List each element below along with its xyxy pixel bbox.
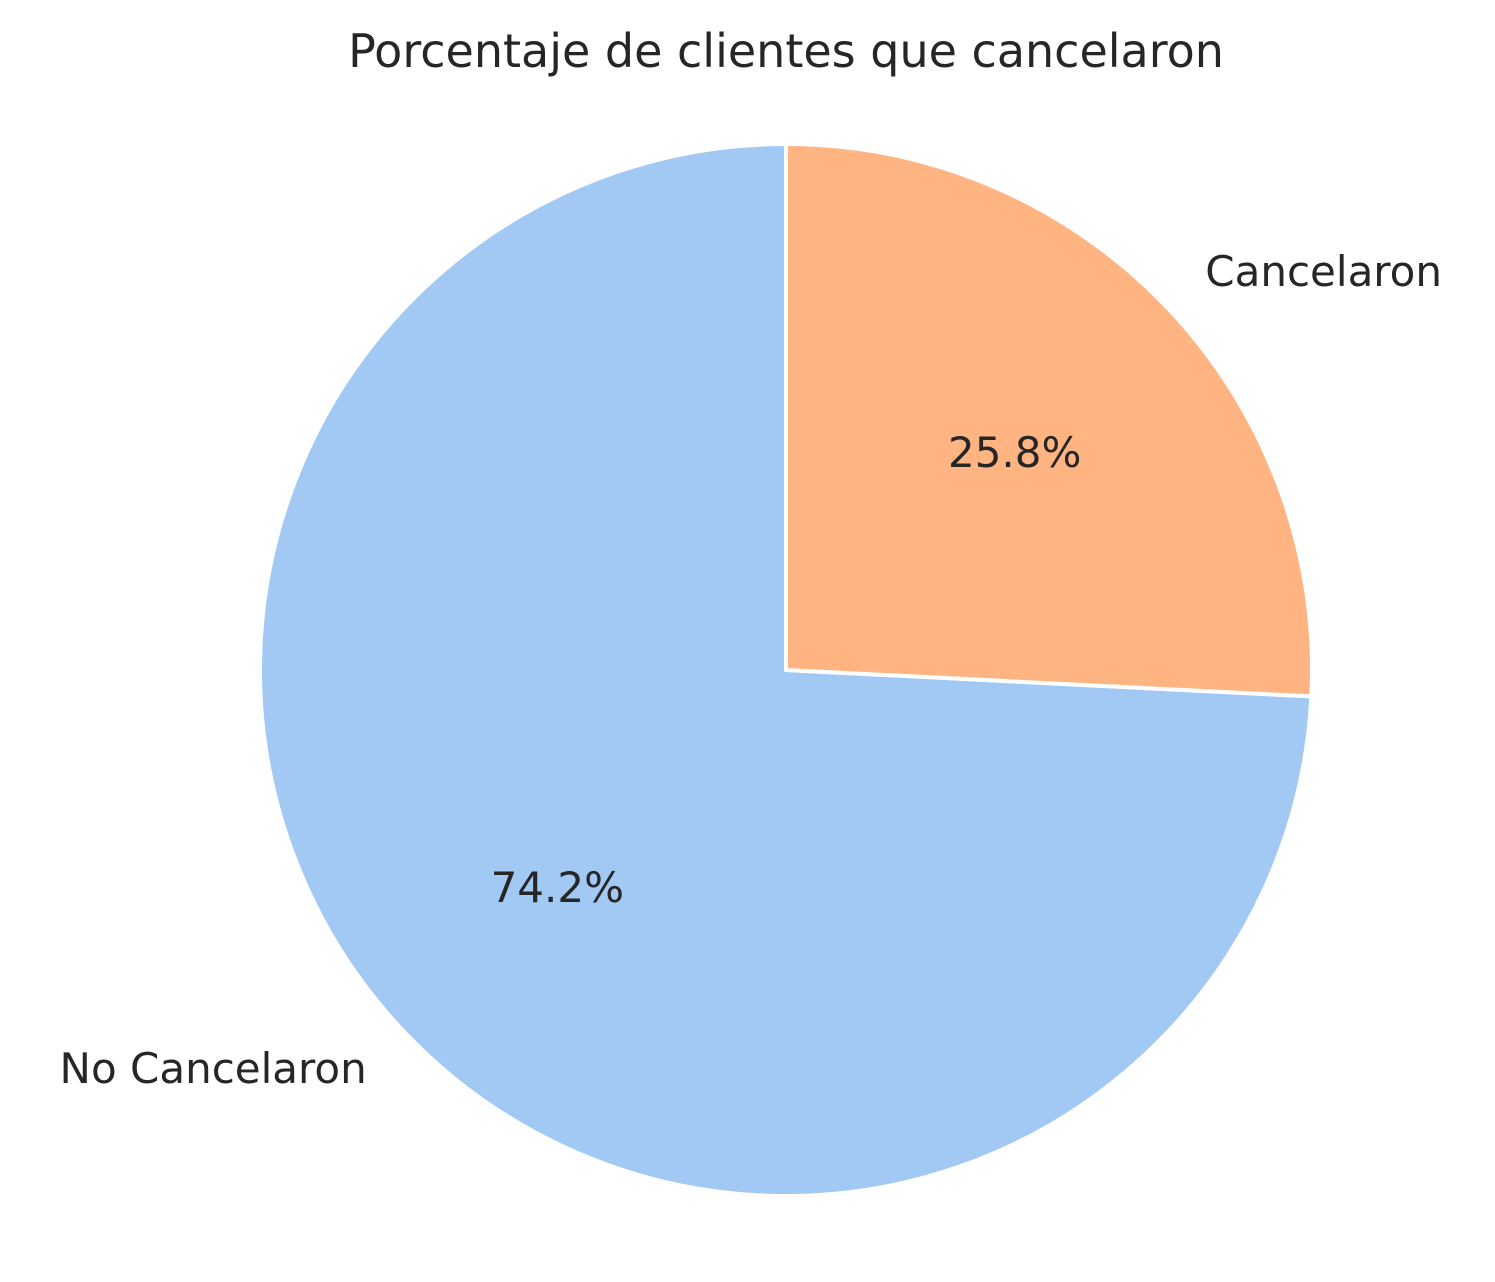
chart-title: Porcentaje de clientes que cancelaron xyxy=(348,24,1224,78)
pie-percent-label-no-cancelaron: 74.2% xyxy=(491,863,624,912)
pie-category-label-cancelaron: Cancelaron xyxy=(1205,247,1442,296)
pie-category-label-no-cancelaron: No Cancelaron xyxy=(60,1044,367,1093)
pie-slices xyxy=(258,142,1314,1198)
pie-slice-cancelaron xyxy=(784,142,1314,699)
pie-labels: 74.2% No Cancelaron 25.8% Cancelaron xyxy=(60,247,1442,1093)
pie-percent-label-cancelaron: 25.8% xyxy=(948,428,1081,477)
